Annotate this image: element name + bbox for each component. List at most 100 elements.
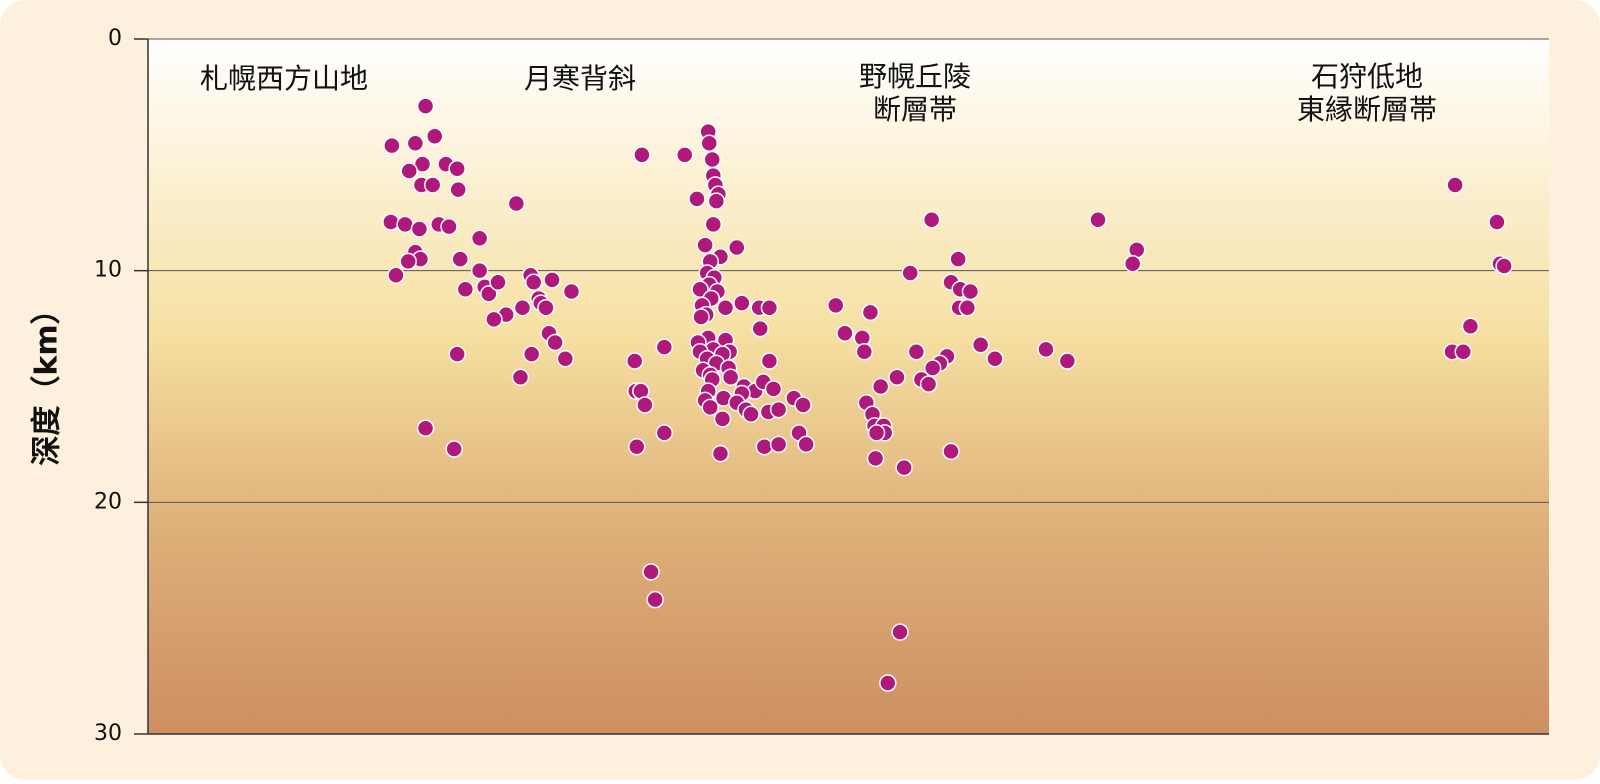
point xyxy=(416,97,435,115)
point xyxy=(406,134,425,152)
point xyxy=(742,405,760,424)
point xyxy=(423,176,442,194)
point xyxy=(942,442,960,461)
point xyxy=(646,590,664,609)
point xyxy=(470,261,489,280)
point xyxy=(764,380,783,398)
point xyxy=(701,398,719,417)
point xyxy=(633,146,651,164)
point xyxy=(901,264,919,282)
point xyxy=(511,368,530,386)
point xyxy=(1461,317,1480,336)
point xyxy=(794,396,812,414)
point xyxy=(440,217,458,236)
point xyxy=(416,419,435,437)
point xyxy=(871,377,890,396)
point xyxy=(451,250,469,268)
y-tick-label: 10 xyxy=(94,258,122,283)
point xyxy=(986,349,1004,368)
point xyxy=(855,343,874,361)
y-axis-label: 深度（km） xyxy=(30,294,65,465)
point xyxy=(919,375,938,393)
point xyxy=(636,396,654,414)
point xyxy=(556,349,575,368)
point xyxy=(1454,343,1473,361)
point xyxy=(836,324,854,342)
point xyxy=(655,338,674,356)
point xyxy=(489,273,507,291)
region-label: 野幌丘陵 xyxy=(859,60,971,93)
point xyxy=(387,266,405,285)
plot-area xyxy=(148,39,1549,734)
point xyxy=(1037,340,1055,359)
point xyxy=(703,150,722,169)
point xyxy=(507,194,526,213)
point xyxy=(755,437,774,456)
point xyxy=(797,435,815,454)
point xyxy=(628,437,646,456)
point xyxy=(769,400,788,419)
point xyxy=(410,220,429,238)
point xyxy=(713,410,732,428)
point xyxy=(861,303,880,322)
point xyxy=(383,136,401,155)
point xyxy=(688,190,706,208)
point xyxy=(888,368,906,386)
point xyxy=(1495,257,1513,275)
point xyxy=(1089,210,1107,229)
point xyxy=(642,563,660,581)
point xyxy=(711,444,730,463)
point xyxy=(760,298,779,317)
point xyxy=(562,282,581,301)
point xyxy=(537,298,555,317)
point xyxy=(382,213,400,231)
region-label: 月寒背斜 xyxy=(524,62,636,95)
point xyxy=(704,215,723,234)
point xyxy=(456,280,475,298)
point xyxy=(866,449,885,468)
point xyxy=(867,424,886,442)
point xyxy=(470,229,489,247)
point xyxy=(922,210,941,229)
point xyxy=(961,282,980,301)
point xyxy=(971,336,990,354)
point xyxy=(485,310,503,329)
point xyxy=(399,252,417,271)
region-label: 断層帯 xyxy=(873,93,957,126)
point xyxy=(721,368,740,386)
y-tick-label: 30 xyxy=(94,721,122,746)
region-label: 札幌西方山地 xyxy=(200,62,368,95)
point xyxy=(448,159,466,178)
point xyxy=(1488,213,1506,231)
point xyxy=(733,294,751,312)
region-label: 東縁断層帯 xyxy=(1297,93,1437,126)
point xyxy=(480,285,498,303)
point xyxy=(895,458,913,477)
point xyxy=(696,236,714,254)
point xyxy=(522,345,541,363)
point xyxy=(445,440,463,458)
point xyxy=(826,296,845,315)
point xyxy=(923,359,942,377)
point xyxy=(655,424,674,442)
region-label: 石狩低地 xyxy=(1311,60,1423,93)
point xyxy=(949,250,967,268)
point xyxy=(907,343,926,361)
point xyxy=(769,435,788,454)
point xyxy=(675,146,694,164)
point xyxy=(716,298,735,317)
point xyxy=(891,623,909,641)
point xyxy=(1123,254,1142,273)
point xyxy=(425,127,444,146)
point xyxy=(543,271,561,289)
point xyxy=(760,352,779,370)
point xyxy=(449,180,467,199)
point xyxy=(448,345,466,363)
point xyxy=(524,273,543,291)
point xyxy=(400,162,418,180)
point xyxy=(707,192,726,210)
point xyxy=(546,333,564,352)
point xyxy=(513,298,532,317)
point xyxy=(1058,352,1077,370)
